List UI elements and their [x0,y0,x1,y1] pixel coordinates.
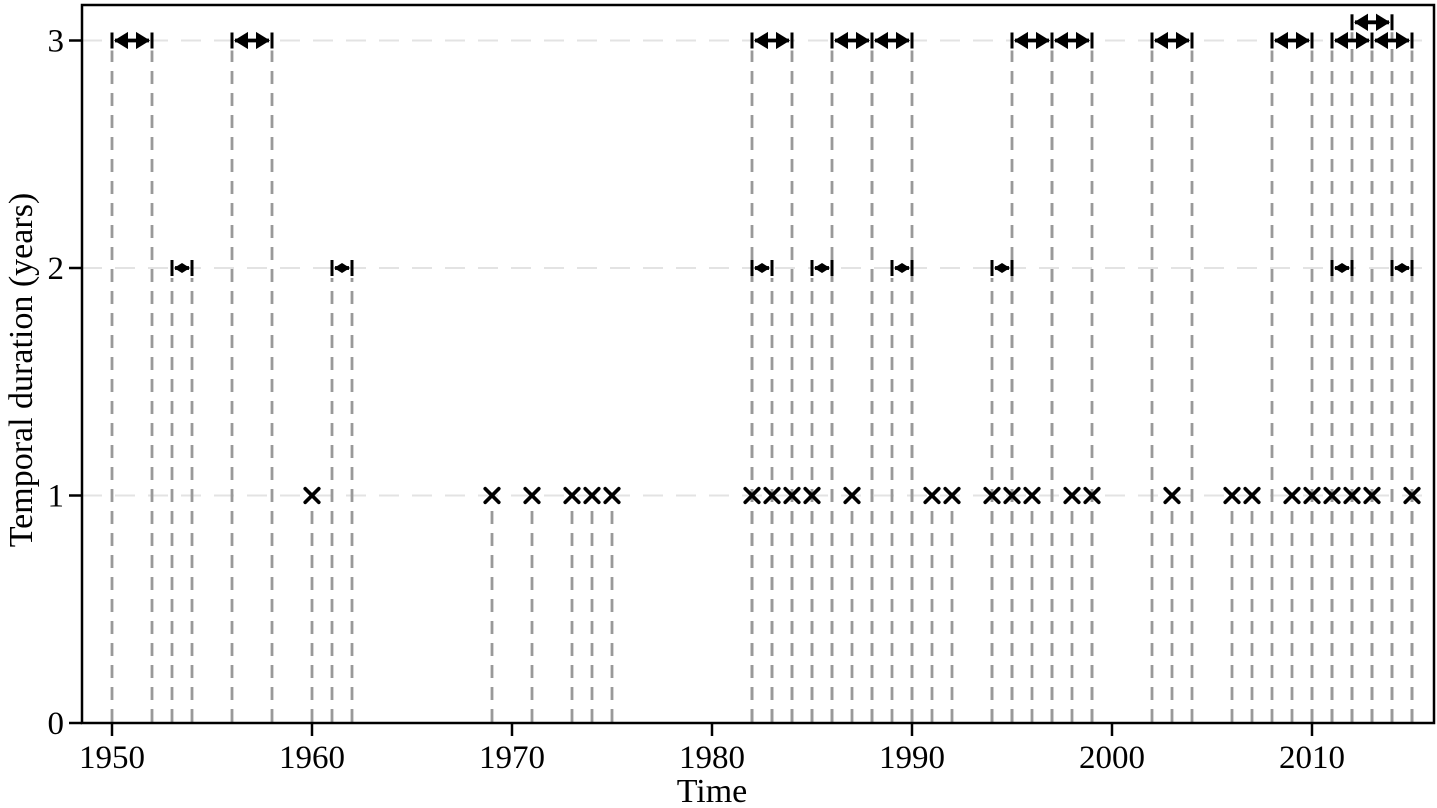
x-marker [1083,486,1101,505]
axes-layer: 1950 1960 1970 1980 1990 2000 2010 0 1 2 3 [48,3,1436,776]
x-tick-label: 2000 [1079,740,1145,776]
duration-arrow [1150,31,1194,50]
x-marker [1163,486,1181,505]
x-tick-label: 2010 [1279,740,1345,776]
x-tick-label: 1950 [79,740,145,776]
duration-arrow [1270,31,1314,50]
duration-arrow [750,31,794,50]
x-axis-label: Time [677,773,748,808]
duration-arrow [1050,31,1094,50]
x-marker [1303,486,1321,505]
stems-layer [110,32,1414,722]
x-marker [603,486,621,505]
x-marker [943,486,961,505]
x-marker [1223,486,1241,505]
x-marker [1003,486,1021,505]
x-marker [1343,486,1361,505]
duration-arrow [870,31,914,50]
x-tick-label: 1990 [879,740,945,776]
duration-arrow [810,260,834,276]
x-marker [1063,486,1081,505]
x-marker [923,486,941,505]
duration-arrow [1350,13,1394,31]
duration-arrow [1330,260,1354,276]
x-marker [1243,486,1261,505]
duration-arrow [990,260,1014,276]
x-marker [483,486,501,505]
plot-frame [80,3,1436,725]
x-marker [743,486,761,505]
duration-arrow [330,260,354,276]
x-tick-label: 1960 [279,740,345,776]
data-layer [110,13,1421,505]
x-marker [303,486,321,505]
x-marker [983,486,1001,505]
duration-arrow [1010,31,1054,50]
x-marker [1283,486,1301,505]
x-marker [763,486,781,505]
duration-arrow [170,260,194,276]
duration-arrow [830,31,874,50]
duration-arrow [110,31,154,50]
x-tick-label: 1970 [479,740,545,776]
x-marker [583,486,601,505]
y-axis-label: Temporal duration (years) [3,193,40,547]
x-marker [843,486,861,505]
x-marker [803,486,821,505]
x-marker [1323,486,1341,505]
duration-arrow [1370,31,1414,50]
y-tick-label: 1 [48,479,65,515]
duration-arrow [750,260,774,276]
x-marker [563,486,581,505]
x-marker [1403,486,1421,505]
x-marker [783,486,801,505]
duration-arrow [890,260,914,276]
y-tick-label: 2 [48,251,65,287]
y-tick-label: 0 [48,706,65,742]
x-marker [1363,486,1381,505]
x-marker [523,486,541,505]
x-tick-label: 1980 [679,740,745,776]
duration-arrow [230,31,274,50]
x-marker [1023,486,1041,505]
duration-arrow [1390,260,1414,276]
y-tick-label: 3 [48,24,65,60]
